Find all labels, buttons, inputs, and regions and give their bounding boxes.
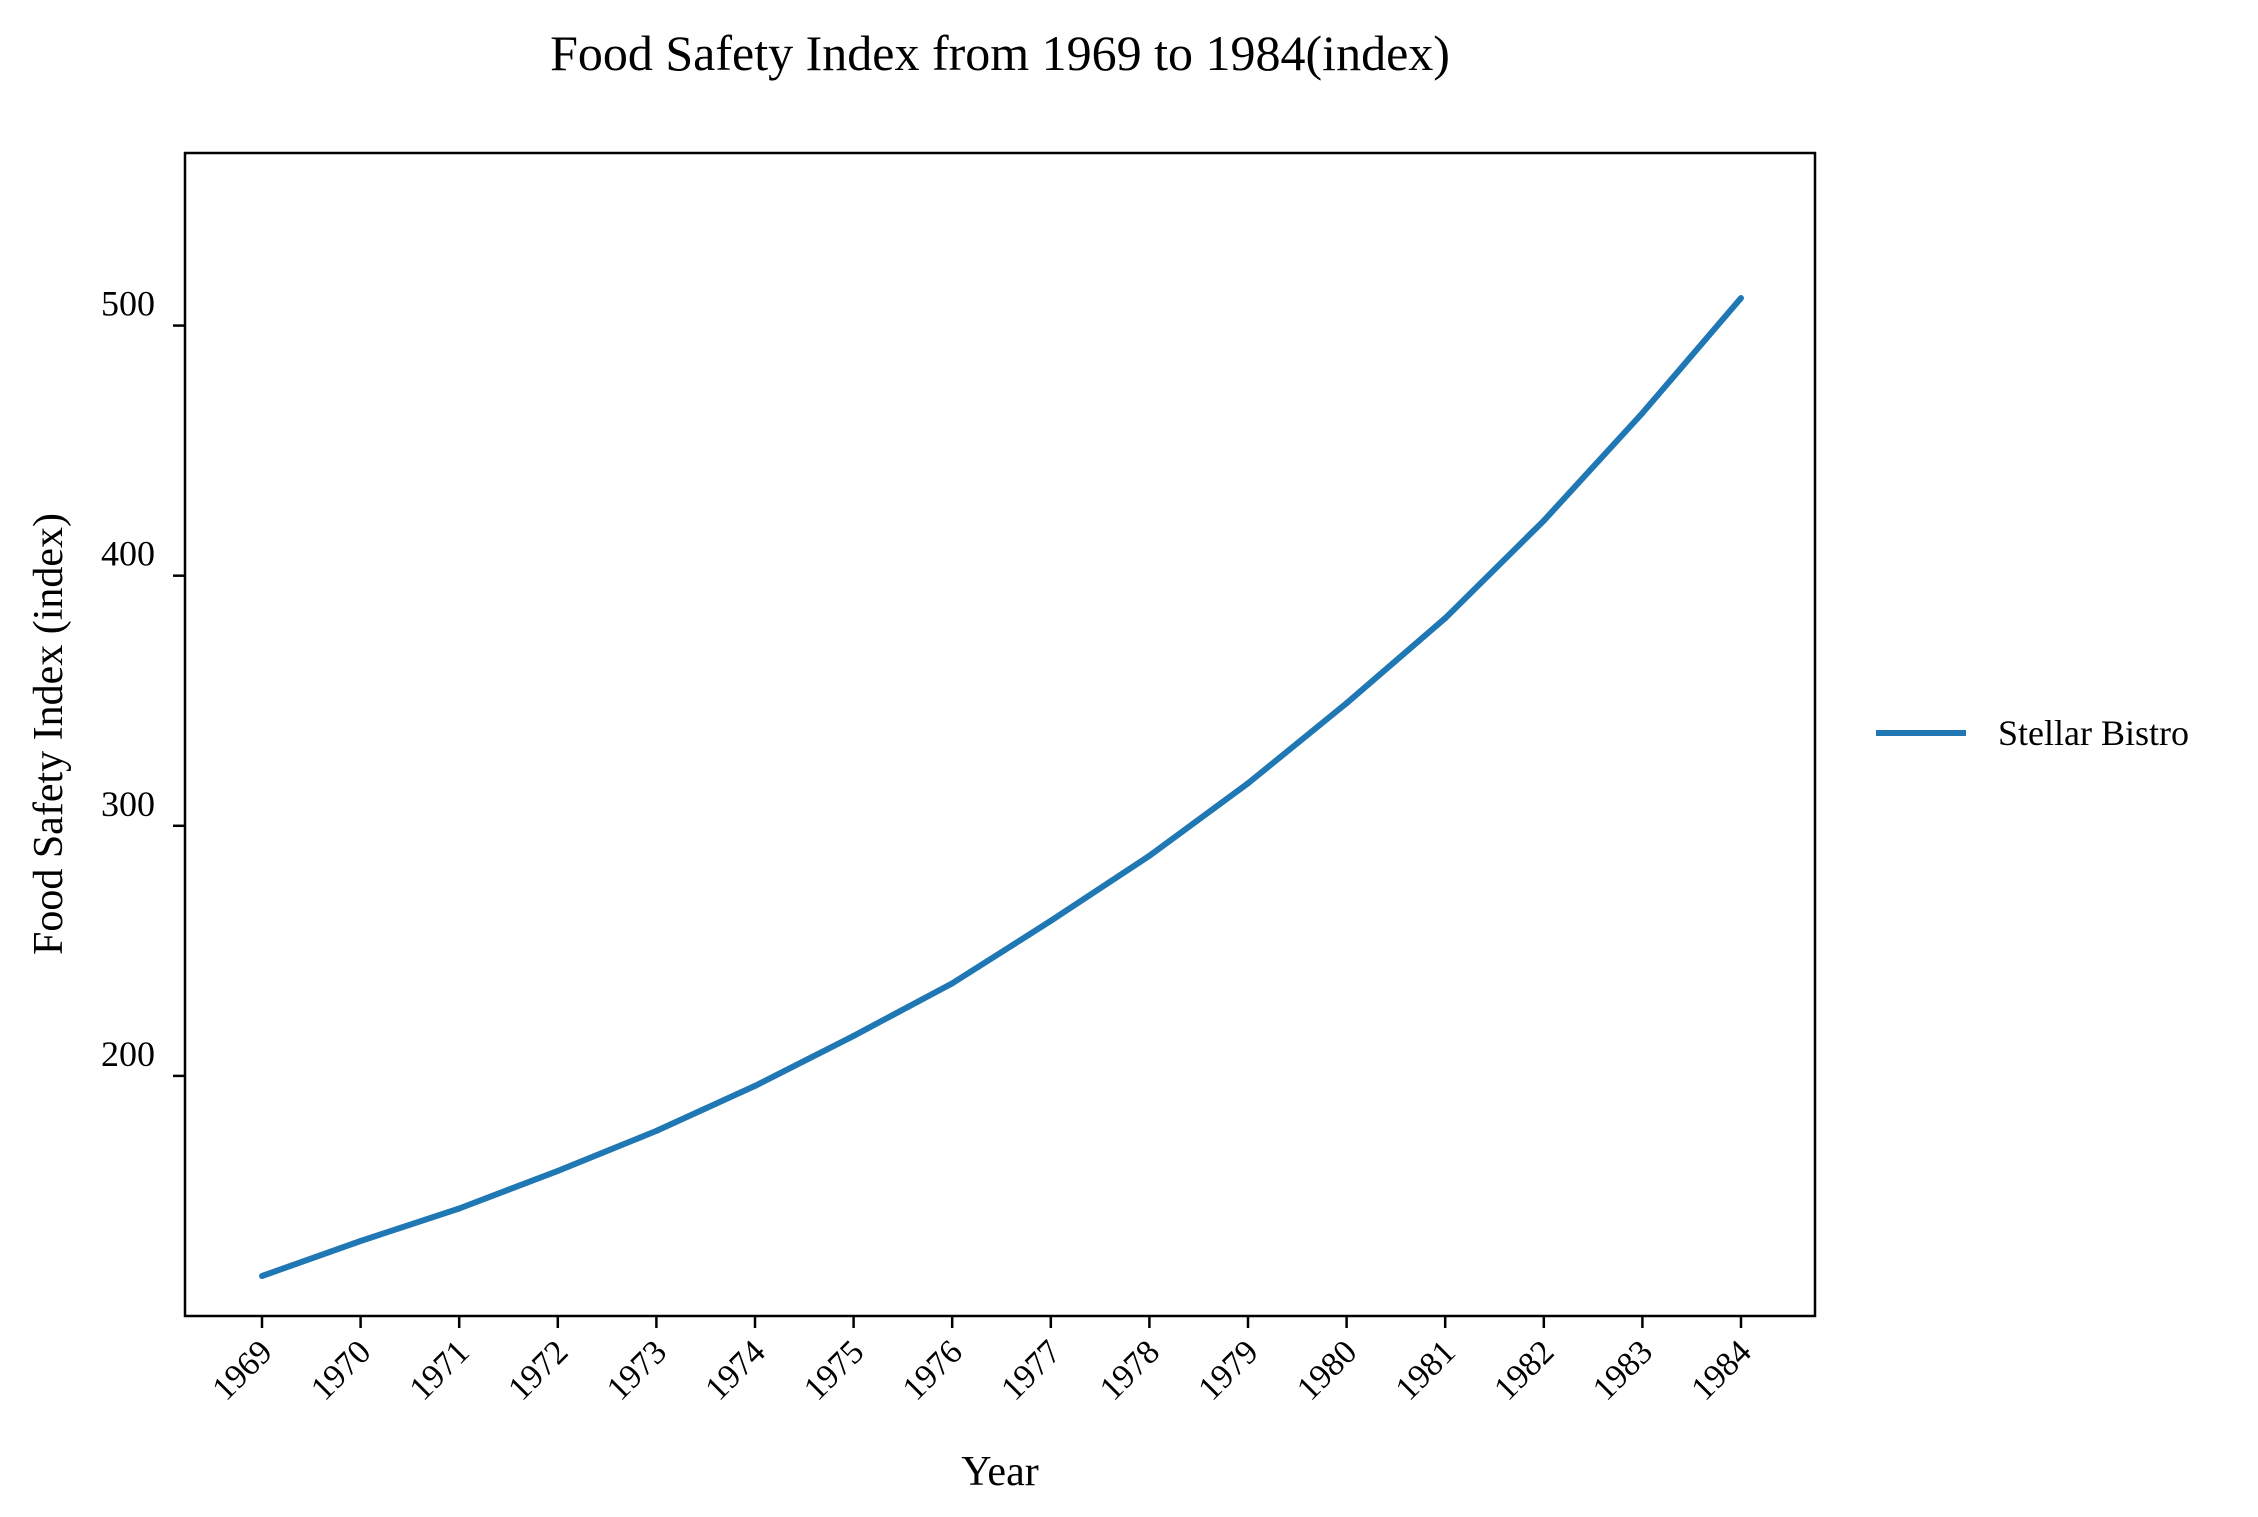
x-tick-label: 1969 bbox=[205, 1333, 279, 1407]
data-point bbox=[1442, 615, 1449, 622]
x-axis: 1969 1970 1971 1972 1973 1974 1975 1976 1977 1978… bbox=[205, 1316, 1759, 1408]
x-tick-label: 1977 bbox=[994, 1333, 1068, 1407]
data-point bbox=[1047, 917, 1054, 924]
legend: Stellar Bistro bbox=[1876, 713, 2189, 753]
y-tick-label: 400 bbox=[101, 534, 155, 574]
y-axis: 200 300 400 500 bbox=[101, 284, 185, 1078]
legend-label: Stellar Bistro bbox=[1998, 713, 2189, 753]
x-tick-label: 1975 bbox=[797, 1333, 871, 1407]
y-tick-label: 200 bbox=[101, 1034, 155, 1074]
data-point bbox=[357, 1237, 364, 1244]
x-tick-label: 1982 bbox=[1487, 1333, 1561, 1407]
data-point bbox=[456, 1205, 463, 1212]
x-tick-label: 1973 bbox=[600, 1333, 674, 1407]
data-point bbox=[850, 1032, 857, 1039]
plot-area bbox=[183, 151, 1817, 1318]
x-tick-label: 1984 bbox=[1684, 1333, 1758, 1407]
x-tick-label: 1978 bbox=[1093, 1333, 1167, 1407]
x-axis-label: Year bbox=[961, 1449, 1038, 1495]
chart-title: Food Safety Index from 1969 to 1984(inde… bbox=[550, 25, 1450, 81]
x-tick-label: 1972 bbox=[501, 1333, 575, 1407]
data-point bbox=[1540, 517, 1547, 524]
x-tick-label: 1983 bbox=[1586, 1333, 1660, 1407]
data-point bbox=[1738, 295, 1744, 302]
data-point bbox=[752, 1082, 758, 1089]
data-point bbox=[949, 980, 956, 987]
data-point bbox=[1245, 780, 1251, 787]
x-tick-label: 1976 bbox=[896, 1333, 970, 1407]
y-tick-label: 500 bbox=[101, 284, 155, 324]
x-tick-label: 1971 bbox=[403, 1333, 477, 1407]
x-tick-label: 1970 bbox=[304, 1333, 378, 1407]
x-tick-label: 1980 bbox=[1290, 1333, 1364, 1407]
data-point bbox=[653, 1127, 660, 1134]
data-point bbox=[1639, 410, 1646, 417]
data-point bbox=[554, 1167, 561, 1174]
x-tick-label: 1979 bbox=[1191, 1333, 1265, 1407]
data-point bbox=[1146, 852, 1153, 859]
data-point bbox=[1343, 700, 1350, 707]
y-tick-label: 300 bbox=[101, 784, 155, 824]
x-tick-label: 1981 bbox=[1389, 1333, 1463, 1407]
series-layer bbox=[259, 295, 1744, 1279]
x-tick-label: 1974 bbox=[698, 1333, 772, 1407]
data-point bbox=[259, 1272, 265, 1279]
series-line bbox=[260, 296, 1744, 1279]
y-axis-label: Food Safety Index (index) bbox=[26, 513, 72, 955]
